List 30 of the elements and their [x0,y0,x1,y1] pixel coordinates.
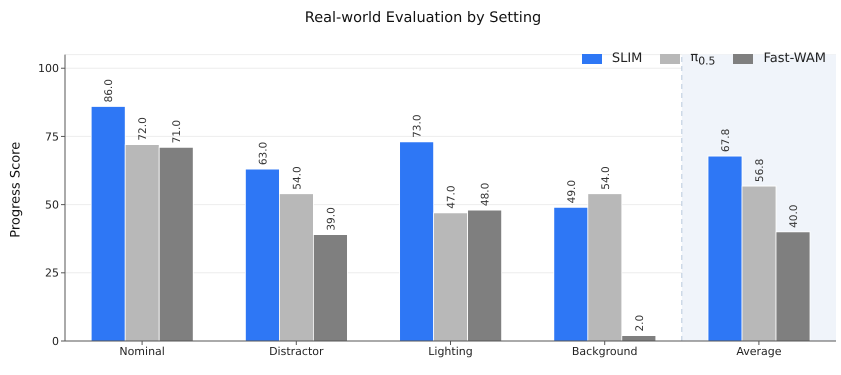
data-label: 54.0 [600,166,612,190]
data-label: 49.0 [566,180,578,204]
x-tick-label: Lighting [428,344,473,358]
data-label: 2.0 [634,314,646,332]
data-label: 56.8 [754,158,766,182]
data-label: 71.0 [171,120,184,144]
y-tick-label: 100 [38,62,59,76]
chart-title: Real-world Evaluation by Setting [304,9,542,28]
data-label: 39.0 [325,207,338,231]
data-label: 72.0 [137,117,150,141]
data-label: 54.0 [291,166,304,190]
y-tick-label: 50 [45,198,59,212]
y-axis-title: Progress Score [8,142,24,238]
x-tick-label: Average [736,344,782,358]
y-tick-label: 75 [45,130,59,144]
data-label: 40.0 [788,204,800,228]
y-tick-label: 25 [45,266,59,280]
y-tick-label: 0 [52,334,59,348]
x-tick-label: Nominal [119,344,165,358]
x-tick-label: Distractor [269,344,324,358]
data-label: 63.0 [257,142,270,166]
data-label: 48.0 [480,182,492,206]
data-label: 67.8 [720,128,732,152]
legend-label: π$_{0.5}$ [690,50,716,68]
data-label: 47.0 [446,185,458,209]
data-label: 73.0 [412,114,424,138]
x-tick-label: Background [572,344,638,358]
data-label: 86.0 [103,79,116,102]
legend-label: SLIM [612,51,642,66]
legend-label: Fast-WAM [763,51,826,66]
